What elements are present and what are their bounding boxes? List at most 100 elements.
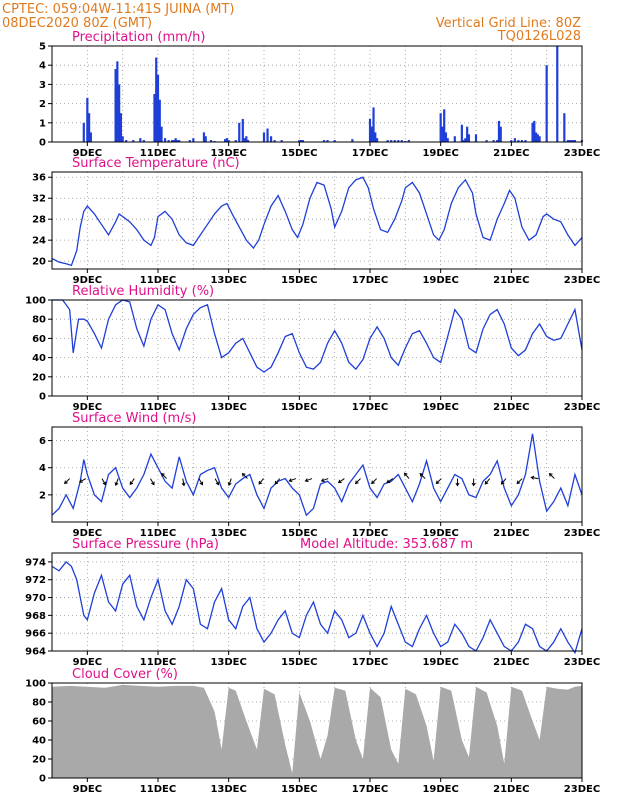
- precip-bar: [298, 140, 301, 142]
- wind-arrow: [371, 478, 378, 485]
- wind-arrow-head: [304, 478, 309, 483]
- wind-arrow: [101, 478, 107, 486]
- x-tick-label: 21DEC: [493, 402, 529, 413]
- panel-5: Surface Pressure (hPa) Model Altitude: 35…: [25, 537, 600, 668]
- panel-2: Surface Temperature (nC) 20 24 28 32 36 9DEC 11…: [32, 156, 600, 286]
- x-tick-label: 23DEC: [564, 275, 600, 286]
- precip-bar: [178, 140, 181, 142]
- y-tick-label: 5: [39, 42, 46, 53]
- precip-bar: [301, 140, 304, 142]
- precip-bar: [118, 84, 121, 142]
- wind-arrow-shaft: [549, 473, 555, 479]
- wind-arrow-shaft: [150, 478, 155, 485]
- precip-bar: [393, 140, 396, 142]
- wind-arrow-shaft: [79, 478, 87, 483]
- y-tick-label: 974: [25, 557, 46, 568]
- y-tick-label: 0: [39, 774, 46, 785]
- wind-arrow-shaft: [228, 478, 232, 486]
- x-tick-label: 13DEC: [210, 657, 246, 668]
- precip-bar: [280, 140, 283, 142]
- wind-arrow-shaft: [531, 476, 539, 480]
- precip-bar: [209, 140, 213, 142]
- y-tick-label: 0: [39, 392, 46, 403]
- wind-arrow-head: [548, 472, 553, 477]
- precip-bar: [142, 140, 145, 142]
- wind-arrow-head: [500, 480, 505, 485]
- precip-bar: [464, 138, 467, 142]
- wind-arrow-head: [199, 481, 204, 486]
- wind-arrow: [64, 478, 71, 485]
- x-tick-label: 13DEC: [210, 148, 246, 159]
- wind-arrow-shaft: [305, 478, 313, 482]
- precip-bar: [227, 140, 230, 142]
- precip-bar: [531, 122, 534, 142]
- precip-bar: [386, 140, 389, 142]
- wind-arrow-head: [403, 472, 408, 477]
- precip-bar: [121, 136, 124, 142]
- precip-bar: [496, 140, 499, 142]
- wind-arrow-head: [274, 480, 279, 485]
- precip-bar: [234, 140, 237, 142]
- precip-bar: [167, 140, 170, 142]
- wind-arrow: [455, 478, 460, 487]
- y-tick-label: 60: [32, 334, 46, 345]
- wind-arrow: [419, 472, 426, 479]
- y-tick-label: 972: [25, 575, 46, 586]
- precip-bar: [351, 139, 354, 142]
- x-tick-label: 19DEC: [422, 402, 458, 413]
- precip-bar: [300, 140, 303, 142]
- x-tick-label: 19DEC: [422, 148, 458, 159]
- wind-arrow-shaft: [501, 478, 507, 485]
- wind-arrow-head: [64, 480, 68, 485]
- precip-bar: [238, 122, 241, 142]
- precip-bar: [174, 138, 177, 142]
- wind-arrow-shaft: [101, 478, 106, 485]
- wind-arrow-head: [181, 482, 186, 487]
- series-line: [51, 176, 583, 267]
- wind-arrow-head: [530, 475, 535, 480]
- wind-arrow-shaft: [371, 478, 378, 484]
- precip-bar: [176, 140, 179, 142]
- y-tick-label: 20: [32, 372, 46, 383]
- series-line: [51, 560, 583, 655]
- precip-bar: [224, 139, 227, 142]
- x-tick-label: 19DEC: [422, 528, 458, 539]
- wind-arrow-head: [129, 481, 134, 486]
- y-tick-label: 20: [32, 755, 46, 766]
- panel-title: Cloud Cover (%): [72, 667, 178, 682]
- panel-title: Surface Pressure (hPa): [72, 537, 219, 552]
- precip-bar: [538, 136, 541, 142]
- precip-bar: [492, 140, 495, 142]
- wind-arrow-head: [320, 478, 325, 483]
- wind-arrow-head: [484, 480, 489, 485]
- wind-arrow-shaft: [198, 478, 203, 485]
- precip-bar: [172, 140, 175, 142]
- precip-bar: [119, 113, 122, 142]
- wind-arrow: [198, 478, 204, 486]
- precip-bar: [89, 132, 92, 142]
- wind-arrow-head: [215, 481, 220, 486]
- precip-bar: [368, 118, 372, 142]
- precip-bar: [460, 124, 463, 142]
- x-tick-label: 9DEC: [73, 275, 102, 286]
- x-tick-label: 9DEC: [73, 402, 102, 413]
- panel-frame: [51, 426, 583, 523]
- wind-arrow-shaft: [274, 478, 281, 485]
- x-tick-label: 19DEC: [422, 275, 458, 286]
- precip-bar: [443, 109, 446, 142]
- precip-bar: [333, 140, 336, 142]
- wind-arrow: [258, 478, 264, 485]
- y-tick-label: 36: [32, 173, 46, 184]
- precip-bar: [116, 61, 119, 142]
- wind-arrow-shaft: [338, 478, 345, 483]
- wind-arrow: [181, 478, 186, 487]
- precip-bar: [158, 99, 161, 142]
- precip-bar: [536, 134, 539, 142]
- precip-bar: [453, 136, 456, 142]
- wind-arrow-head: [258, 480, 263, 485]
- x-tick-label: 19DEC: [422, 784, 458, 795]
- x-tick-label: 9DEC: [73, 657, 102, 668]
- precip-bar: [397, 140, 400, 142]
- precip-bar: [446, 138, 449, 142]
